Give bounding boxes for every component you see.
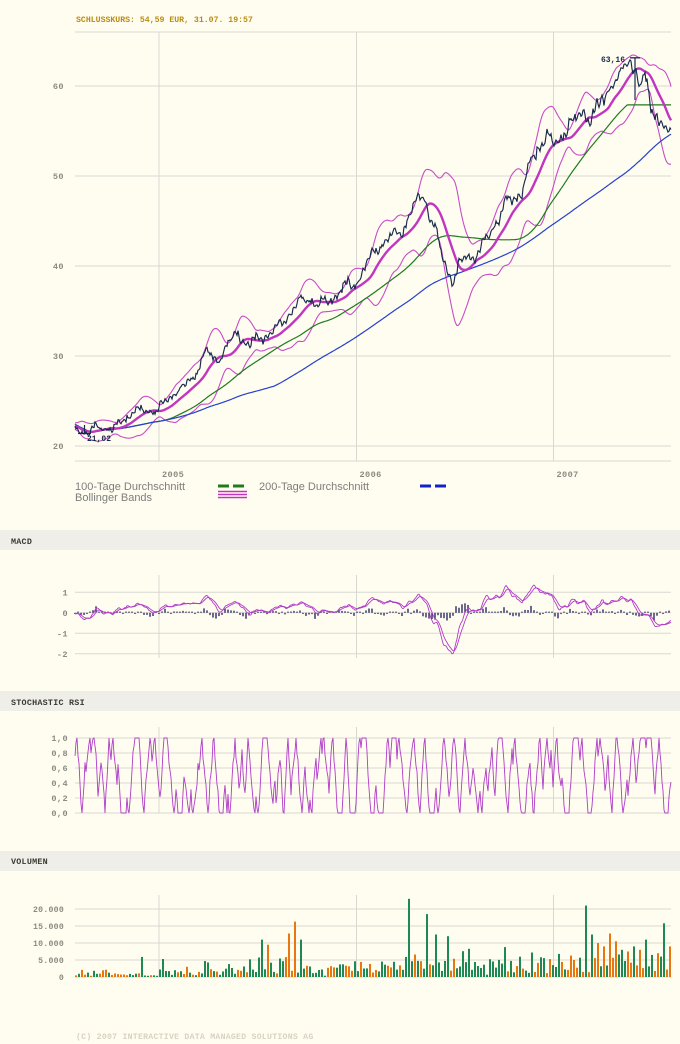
svg-text:60: 60 <box>53 82 64 92</box>
svg-text:20: 20 <box>53 442 64 452</box>
svg-text:63,16: 63,16 <box>601 56 625 65</box>
svg-text:40: 40 <box>53 262 64 272</box>
svg-text:-2: -2 <box>57 650 68 660</box>
svg-text:15.000: 15.000 <box>33 923 64 932</box>
svg-text:(C) 2007 INTERACTIVE DATA MANA: (C) 2007 INTERACTIVE DATA MANAGED SOLUTI… <box>76 1032 314 1042</box>
svg-text:30: 30 <box>53 352 64 362</box>
svg-text:2005: 2005 <box>162 470 184 480</box>
svg-text:1: 1 <box>62 588 68 598</box>
svg-text:STOCHASTIC RSI: STOCHASTIC RSI <box>11 698 85 708</box>
svg-text:0,0: 0,0 <box>51 809 68 819</box>
svg-text:5.000: 5.000 <box>38 957 64 966</box>
svg-text:2007: 2007 <box>557 470 579 480</box>
svg-text:0: 0 <box>59 974 64 983</box>
svg-text:1,0: 1,0 <box>51 734 68 744</box>
svg-text:0,6: 0,6 <box>51 764 68 774</box>
svg-text:0: 0 <box>62 609 68 619</box>
svg-text:0,2: 0,2 <box>51 794 68 804</box>
svg-text:MACD: MACD <box>11 537 32 547</box>
svg-text:VOLUMEN: VOLUMEN <box>11 857 48 867</box>
svg-text:-1: -1 <box>57 629 68 639</box>
svg-text:2006: 2006 <box>360 470 382 480</box>
svg-text:21,02: 21,02 <box>87 435 111 444</box>
svg-text:SCHLUSSKURS: 54,59 EUR, 31.07.: SCHLUSSKURS: 54,59 EUR, 31.07. 19:57 <box>76 16 253 25</box>
svg-text:0,4: 0,4 <box>51 779 68 789</box>
svg-text:200-Tage Durchschnitt: 200-Tage Durchschnitt <box>259 481 369 493</box>
svg-text:Bollinger Bands: Bollinger Bands <box>75 492 153 504</box>
svg-text:0,8: 0,8 <box>51 749 68 759</box>
svg-text:10.000: 10.000 <box>33 940 64 949</box>
svg-text:100-Tage Durchschnitt: 100-Tage Durchschnitt <box>75 481 185 493</box>
svg-text:20.000: 20.000 <box>33 906 64 915</box>
svg-text:50: 50 <box>53 172 64 182</box>
